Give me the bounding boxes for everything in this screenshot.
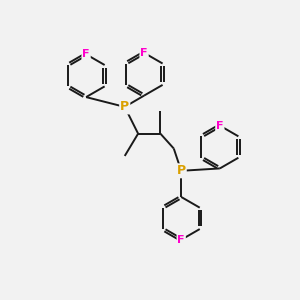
Text: P: P	[120, 100, 129, 113]
Text: P: P	[177, 164, 186, 177]
Text: F: F	[82, 49, 90, 59]
Text: F: F	[140, 48, 148, 58]
Text: F: F	[178, 235, 185, 245]
Text: F: F	[216, 121, 224, 130]
